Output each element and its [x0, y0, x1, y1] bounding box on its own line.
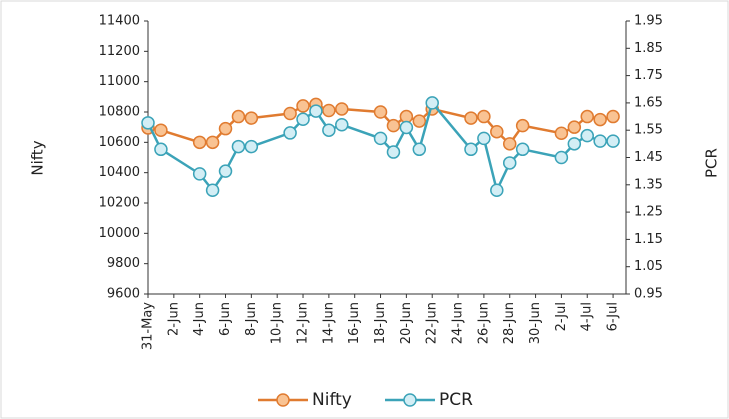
y-tick-label: 11200	[99, 44, 140, 59]
y-tick-label: 10600	[99, 135, 140, 150]
point	[283, 106, 297, 121]
y-tick-label: 10200	[99, 196, 140, 211]
y2-tick-label: 0.95	[634, 287, 663, 302]
y2-tick-label: 1.05	[634, 259, 663, 274]
point	[309, 104, 323, 118]
point	[502, 137, 517, 151]
point	[141, 116, 155, 130]
point	[386, 118, 401, 133]
point	[567, 137, 582, 151]
x-tick-label: 6-Jun	[218, 302, 233, 336]
point	[477, 131, 491, 146]
point	[192, 135, 207, 150]
y-tick-label: 10400	[99, 165, 140, 180]
y2-axis-label: PCR	[703, 148, 721, 178]
point	[580, 128, 594, 143]
point	[373, 131, 388, 146]
point	[554, 150, 569, 165]
point	[606, 134, 620, 148]
x-tick-label: 8-Jun	[244, 302, 259, 336]
point	[399, 120, 414, 135]
x-tick-label: 16-Jun	[347, 302, 362, 344]
point	[335, 117, 349, 132]
x-tick-label: 22-Jun	[425, 302, 440, 344]
x-tick-label: 10-Jun	[270, 302, 285, 344]
point	[464, 142, 478, 157]
x-tick-label: 6-Jul	[606, 302, 621, 331]
x-tick-label: 2-Jul	[554, 302, 569, 331]
point	[502, 156, 517, 170]
y2-tick-label: 1.15	[634, 232, 663, 247]
point	[373, 105, 388, 119]
y2-tick-label: 1.65	[634, 95, 663, 110]
y-axis-label: Nifty	[29, 140, 47, 175]
legend-marker	[403, 393, 417, 407]
x-tick-label: 24-Jun	[451, 302, 466, 344]
point	[205, 183, 220, 198]
point	[593, 134, 607, 148]
y-tick-label: 11400	[99, 14, 140, 29]
x-tick-label: 30-Jun	[528, 302, 543, 344]
y2-tick-label: 1.55	[634, 123, 663, 138]
y-tick-label: 9800	[107, 256, 140, 271]
y-tick-label: 11000	[99, 74, 140, 89]
point	[593, 112, 607, 127]
point	[244, 111, 259, 125]
legend-label: Nifty	[312, 390, 352, 410]
y2-tick-label: 1.35	[634, 177, 663, 192]
point	[477, 109, 491, 124]
y-tick-label: 10800	[99, 105, 140, 120]
x-tick-label: 4-Jun	[192, 302, 207, 336]
x-tick-label: 14-Jun	[321, 302, 336, 344]
point	[231, 109, 246, 124]
point	[192, 167, 207, 181]
point	[425, 96, 439, 110]
point	[322, 103, 336, 118]
point	[554, 126, 569, 140]
x-tick-label: 31-May	[141, 302, 156, 350]
point	[154, 142, 168, 157]
x-tick-label: 20-Jun	[399, 302, 414, 344]
x-tick-label: 18-Jun	[373, 302, 388, 344]
y2-tick-label: 1.25	[634, 205, 663, 220]
point	[412, 142, 427, 157]
legend-label: PCR	[439, 390, 473, 410]
point	[515, 142, 530, 157]
point	[244, 139, 259, 154]
x-tick-label: 12-Jun	[296, 302, 311, 344]
point	[386, 145, 401, 159]
y2-tick-label: 1.75	[634, 68, 663, 83]
y-tick-label: 10000	[99, 226, 140, 241]
point	[490, 124, 504, 139]
point	[205, 135, 220, 150]
x-tick-label: 4-Jul	[580, 302, 595, 331]
point	[580, 109, 594, 124]
point	[218, 164, 233, 178]
point	[606, 109, 620, 124]
point	[154, 123, 168, 137]
point	[218, 121, 233, 136]
y2-tick-label: 1.45	[634, 150, 663, 165]
point	[515, 118, 530, 133]
point	[490, 183, 504, 198]
point	[296, 112, 310, 127]
point	[335, 102, 349, 116]
x-tick-label: 28-Jun	[502, 302, 517, 344]
point	[322, 123, 336, 137]
y-tick-label: 9600	[107, 287, 140, 302]
point	[567, 120, 582, 134]
point	[464, 111, 478, 125]
point	[296, 99, 310, 113]
point	[283, 126, 297, 140]
point	[412, 114, 427, 128]
x-tick-label: 2-Jun	[166, 302, 181, 336]
x-tick-label: 26-Jun	[476, 302, 491, 344]
legend-marker	[276, 393, 290, 407]
point	[231, 139, 246, 154]
y2-tick-label: 1.85	[634, 41, 663, 56]
y2-tick-label: 1.95	[634, 14, 663, 29]
